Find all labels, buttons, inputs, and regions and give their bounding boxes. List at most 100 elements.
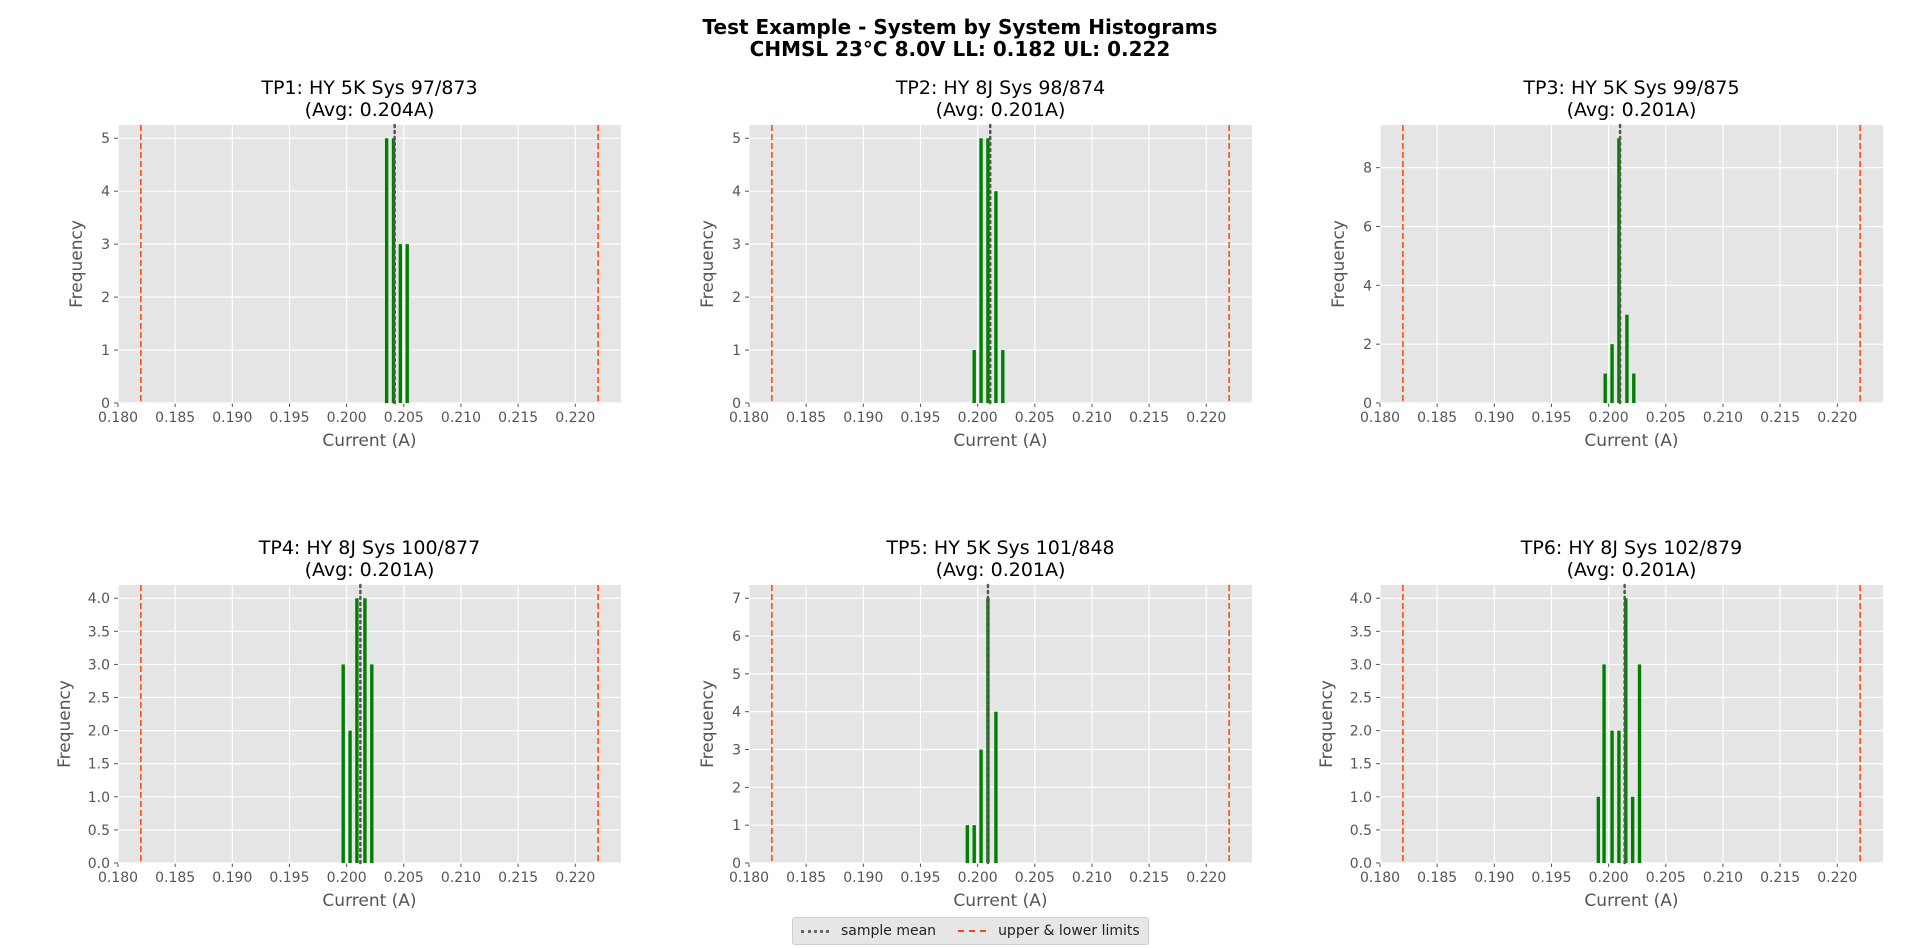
y-tick-label: 3 (732, 237, 741, 253)
x-tick-label: 0.180 (98, 410, 138, 426)
y-tick-label: 0 (732, 396, 741, 412)
y-tick-label: 7 (732, 591, 741, 607)
legend-mean-label: sample mean (841, 923, 937, 939)
x-tick-label: 0.220 (1817, 870, 1857, 886)
x-tick-label: 0.195 (269, 870, 309, 886)
x-tick-label: 0.210 (1072, 870, 1112, 886)
plot-area: 0.180 0.185 0.190 0.195 0.200 0.205 0.210 0.215… (698, 77, 1252, 451)
y-axis-label: Frequency (67, 220, 87, 308)
x-tick-label: 0.195 (1531, 870, 1571, 886)
y-tick-label: 6 (1363, 219, 1372, 235)
y-tick-label: 1 (101, 343, 110, 359)
legend-limits-label: upper & lower limits (998, 923, 1140, 939)
x-tick-label: 0.180 (729, 410, 769, 426)
histogram-bar (1001, 350, 1005, 403)
histogram-bar (972, 350, 976, 403)
x-tick-label: 0.205 (1015, 870, 1055, 886)
histogram-bar (994, 711, 998, 863)
x-tick-label: 0.180 (1360, 410, 1400, 426)
x-tick-label: 0.210 (441, 410, 481, 426)
x-axis-label: Current (A) (322, 431, 416, 451)
panel-subtitle: (Avg: 0.201A) (305, 559, 435, 581)
legend-item-mean: sample mean (801, 923, 936, 939)
y-tick-label: 1 (732, 818, 741, 834)
x-tick-label: 0.210 (441, 870, 481, 886)
x-tick-label: 0.190 (212, 870, 252, 886)
panel-title: TP2: HY 8J Sys 98/874 (895, 77, 1105, 99)
x-tick-label: 0.205 (1015, 410, 1055, 426)
panel-title: TP3: HY 5K Sys 99/875 (1522, 77, 1739, 99)
panel-subtitle: (Avg: 0.204A) (305, 99, 435, 121)
y-axis-label: Frequency (698, 680, 718, 768)
panel-title: TP6: HY 8J Sys 102/879 (1520, 537, 1742, 559)
histogram-bar (398, 244, 403, 403)
histogram-bar (1625, 314, 1629, 403)
y-axis-label: Frequency (1329, 220, 1349, 308)
x-tick-label: 0.210 (1703, 870, 1743, 886)
axes-background (118, 585, 621, 863)
x-axis-label: Current (A) (322, 891, 416, 911)
x-tick-label: 0.200 (958, 870, 998, 886)
y-tick-label: 1 (732, 343, 741, 359)
x-tick-label: 0.190 (1474, 410, 1514, 426)
x-tick-label: 0.205 (1646, 410, 1686, 426)
y-tick-label: 0.5 (1350, 823, 1372, 839)
y-tick-label: 5 (732, 131, 741, 147)
histogram-bar (384, 138, 389, 403)
x-axis-label: Current (A) (953, 431, 1047, 451)
histogram-bar (341, 664, 345, 863)
x-tick-label: 0.220 (1186, 870, 1226, 886)
panel-title: TP5: HY 5K Sys 101/848 (885, 537, 1114, 559)
x-tick-label: 0.200 (1589, 410, 1629, 426)
x-tick-label: 0.195 (900, 410, 940, 426)
y-tick-label: 3 (732, 743, 741, 759)
y-tick-label: 4 (1363, 278, 1372, 294)
plot-area: 0.180 0.185 0.190 0.195 0.200 0.205 0.210 0.215… (1317, 537, 1883, 911)
x-tick-label: 0.185 (1417, 410, 1457, 426)
axes-background (1380, 125, 1883, 403)
dotted-line-icon (801, 929, 829, 933)
y-tick-label: 1.5 (1350, 757, 1372, 773)
x-tick-label: 0.215 (498, 410, 538, 426)
x-tick-label: 0.220 (555, 410, 595, 426)
y-tick-label: 8 (1363, 161, 1372, 177)
plot-area: 0.180 0.185 0.190 0.195 0.200 0.205 0.210 0.215… (698, 537, 1252, 911)
x-tick-label: 0.200 (327, 410, 367, 426)
histogram-panel-2: 0.180 0.185 0.190 0.195 0.200 0.205 0.210 0.215… (698, 77, 1252, 451)
x-tick-label: 0.195 (900, 870, 940, 886)
y-tick-label: 4 (732, 184, 741, 200)
x-tick-label: 0.180 (729, 870, 769, 886)
y-tick-label: 2 (732, 780, 741, 796)
histogram-bar (1630, 796, 1635, 863)
x-tick-label: 0.205 (384, 870, 424, 886)
y-tick-label: 3.0 (1350, 657, 1372, 673)
y-tick-label: 5 (732, 667, 741, 683)
y-tick-label: 3 (101, 237, 110, 253)
plot-area: 0.180 0.185 0.190 0.195 0.200 0.205 0.210 0.215… (55, 537, 621, 911)
legend: sample mean upper & lower limits (792, 917, 1149, 945)
y-tick-label: 4 (732, 705, 741, 721)
x-tick-label: 0.205 (384, 410, 424, 426)
y-tick-label: 0 (1363, 396, 1372, 412)
panel-subtitle: (Avg: 0.201A) (936, 559, 1066, 581)
x-tick-label: 0.200 (958, 410, 998, 426)
histogram-bar (979, 749, 983, 863)
y-tick-label: 0.5 (88, 823, 110, 839)
histogram-panel-6: 0.180 0.185 0.190 0.195 0.200 0.205 0.210 0.215… (1317, 537, 1883, 911)
x-tick-label: 0.190 (843, 870, 883, 886)
histogram-panel-4: 0.180 0.185 0.190 0.195 0.200 0.205 0.210 0.215… (55, 537, 621, 911)
x-tick-label: 0.220 (1186, 410, 1226, 426)
x-tick-label: 0.185 (1417, 870, 1457, 886)
x-axis-label: Current (A) (953, 891, 1047, 911)
x-tick-label: 0.215 (1760, 870, 1800, 886)
y-tick-label: 6 (732, 629, 741, 645)
histogram-panel-3: 0.180 0.185 0.190 0.195 0.200 0.205 0.210 0.215… (1329, 77, 1883, 451)
histogram-bar (1617, 730, 1621, 863)
x-tick-label: 0.180 (1360, 870, 1400, 886)
x-tick-label: 0.185 (155, 870, 195, 886)
y-axis-label: Frequency (55, 680, 75, 768)
y-tick-label: 0 (732, 856, 741, 872)
histogram-bar (370, 664, 374, 863)
x-tick-label: 0.215 (1129, 870, 1169, 886)
